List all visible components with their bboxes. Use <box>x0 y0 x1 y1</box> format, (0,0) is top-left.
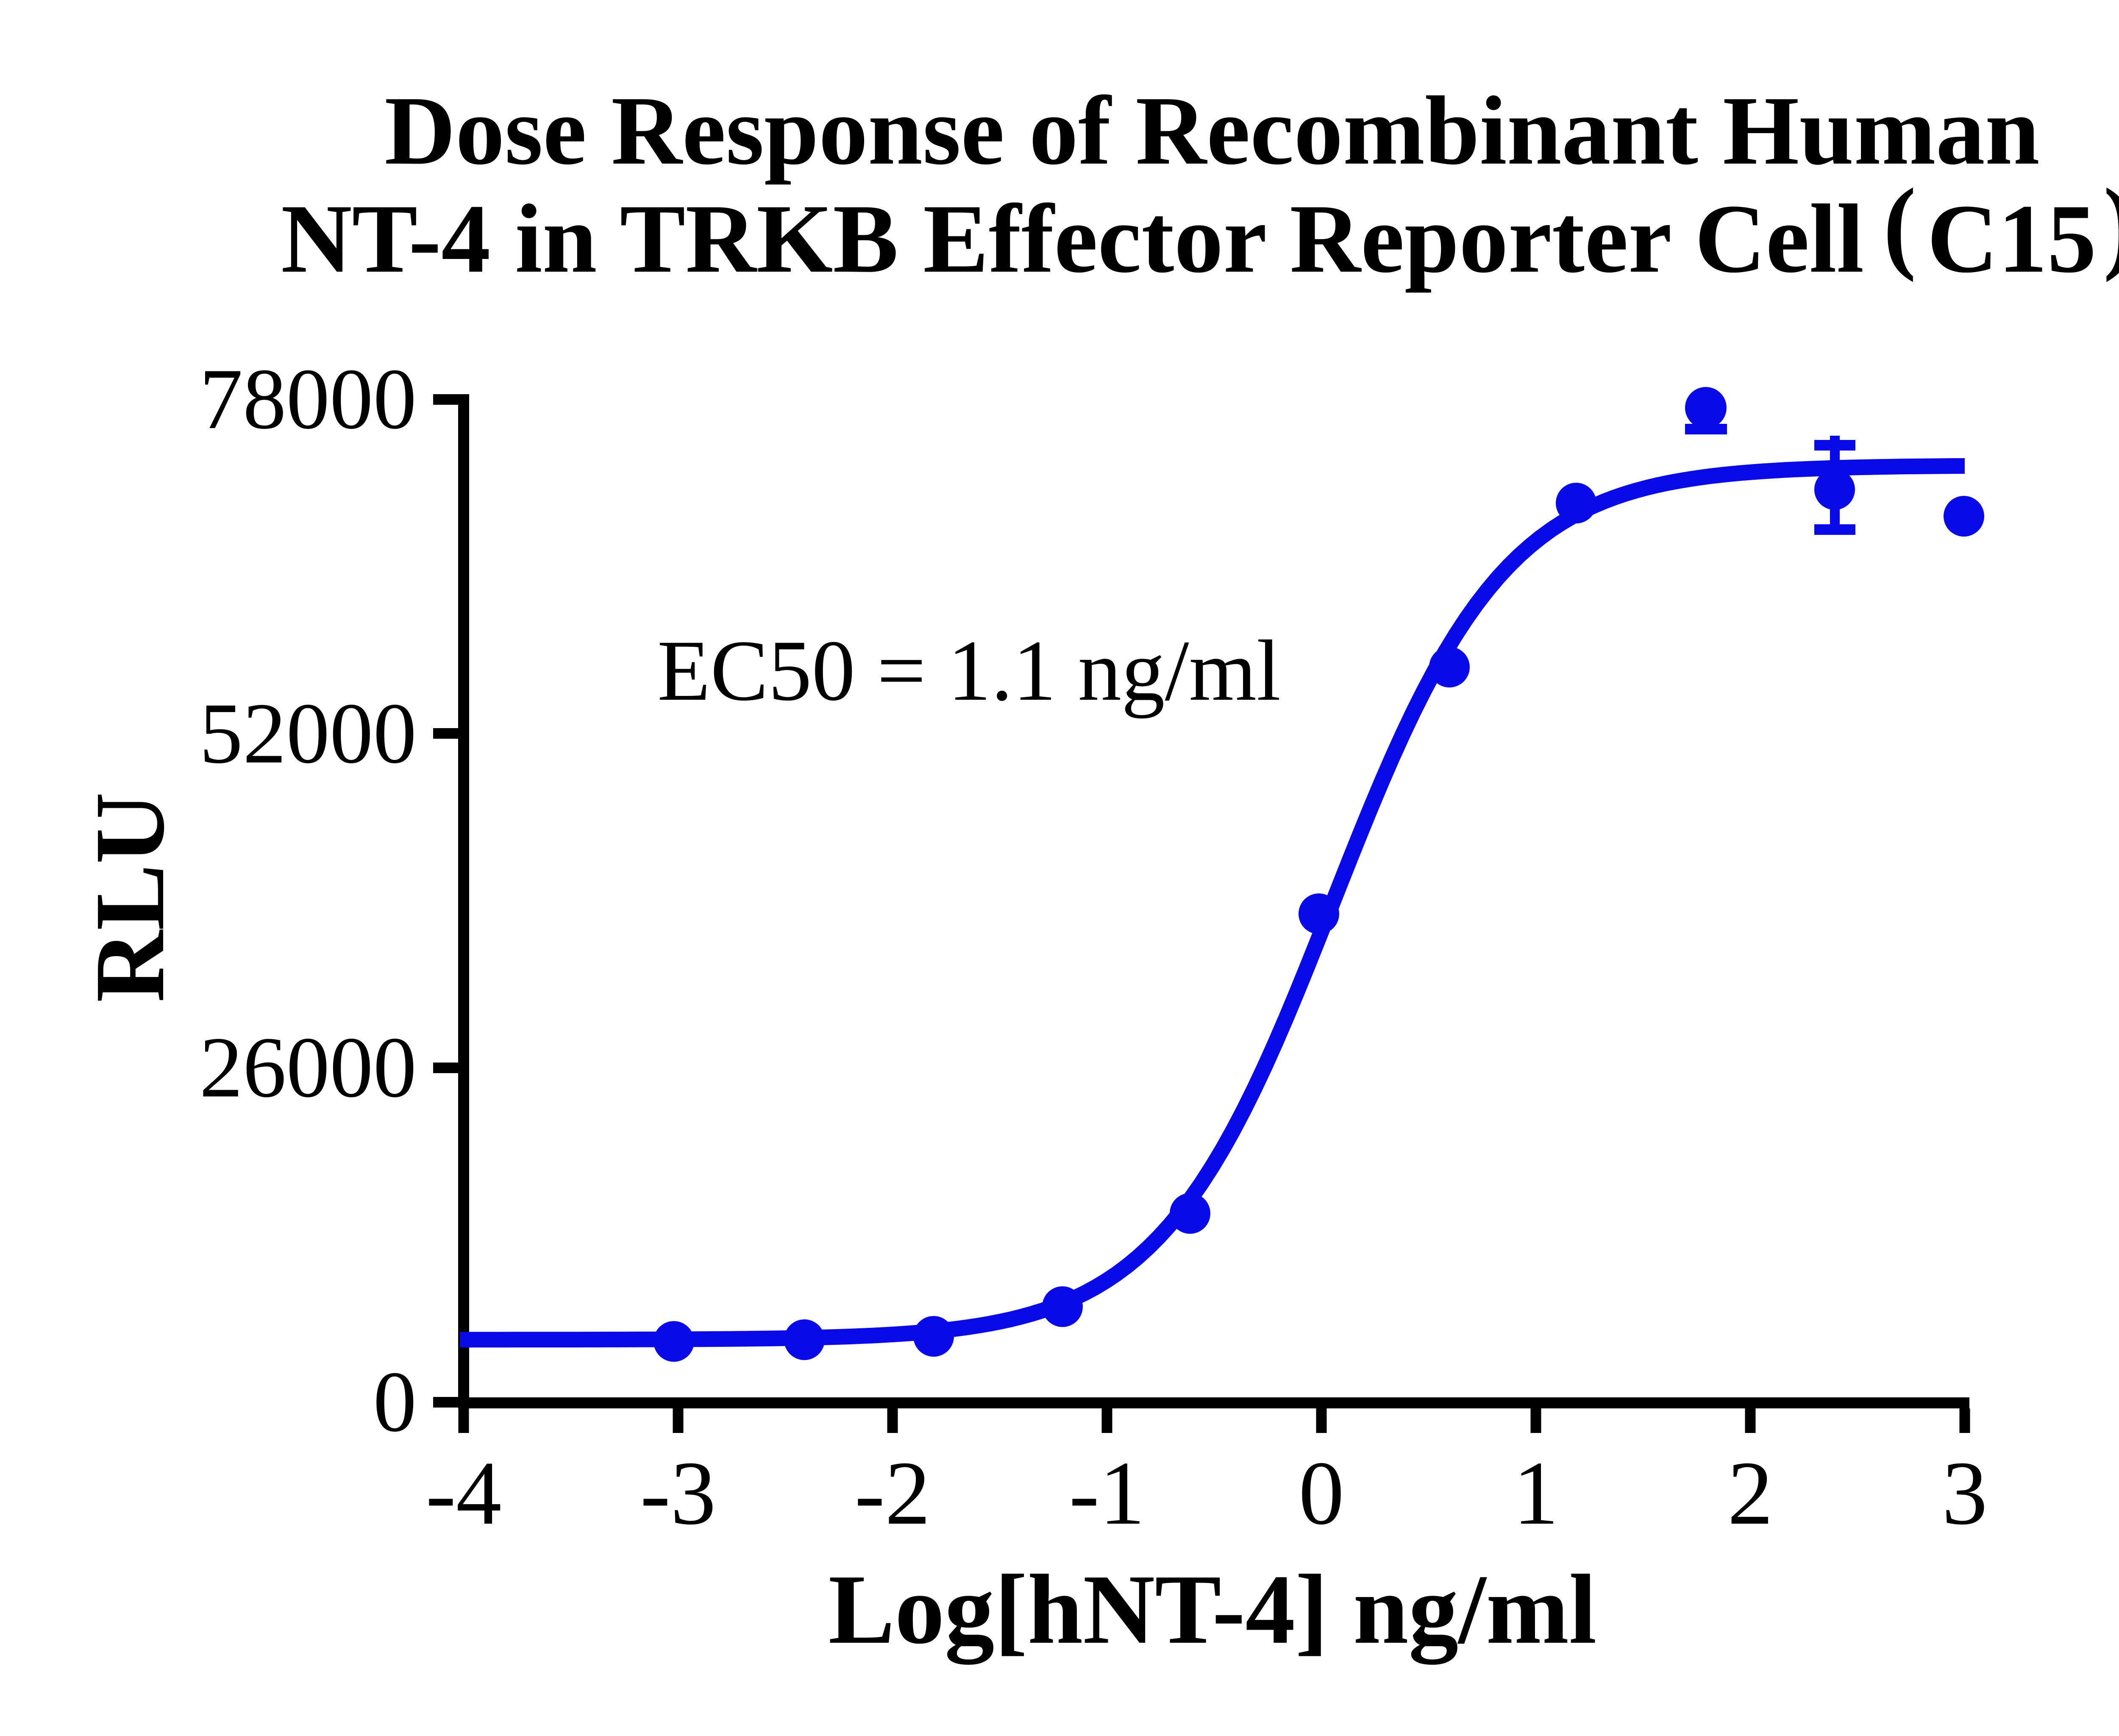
svg-text:(: ( <box>1883 167 1916 283</box>
svg-text:NT-4 in TRKB Effector Reporter: NT-4 in TRKB Effector Reporter Cell <box>281 184 1864 293</box>
svg-text:78000: 78000 <box>200 351 417 447</box>
svg-text:-3: -3 <box>640 1442 716 1544</box>
svg-text:RLU: RLU <box>75 792 185 1002</box>
svg-text:-1: -1 <box>1069 1442 1145 1544</box>
svg-text:1: 1 <box>1513 1442 1559 1544</box>
svg-text:2: 2 <box>1727 1442 1773 1544</box>
svg-text:): ) <box>2103 167 2119 283</box>
svg-text:-2: -2 <box>854 1442 930 1544</box>
svg-text:Log[hNT-4] ng/ml: Log[hNT-4] ng/ml <box>829 1554 1597 1665</box>
svg-text:0: 0 <box>373 1354 417 1450</box>
svg-text:0: 0 <box>1299 1442 1344 1544</box>
svg-text:-4: -4 <box>425 1442 501 1544</box>
svg-text:Dose Response of Recombinant H: Dose Response of Recombinant Human <box>384 76 2039 185</box>
svg-text:EC50 = 1.1 ng/ml: EC50 = 1.1 ng/ml <box>657 623 1281 719</box>
svg-text:3: 3 <box>1942 1442 1988 1544</box>
svg-text:C15: C15 <box>1927 184 2097 293</box>
svg-text:26000: 26000 <box>200 1019 417 1116</box>
svg-text:52000: 52000 <box>200 685 417 782</box>
